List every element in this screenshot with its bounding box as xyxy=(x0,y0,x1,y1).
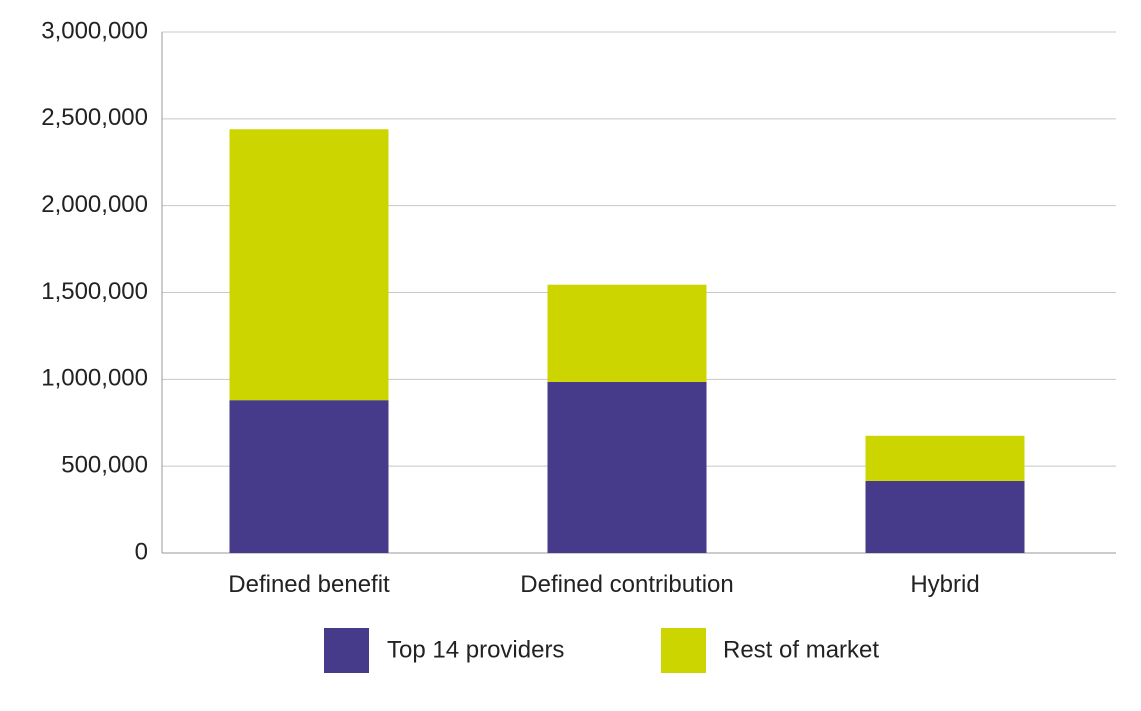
legend-swatch xyxy=(661,628,706,673)
bar-segment-top-14-providers xyxy=(547,381,707,553)
bars xyxy=(229,129,1025,553)
legend: Top 14 providers Rest of market xyxy=(324,628,879,673)
y-tick-label: 1,000,000 xyxy=(41,365,148,392)
legend-label: Rest of market xyxy=(723,636,879,663)
x-category-label: Defined contribution xyxy=(520,571,733,598)
x-category-label: Hybrid xyxy=(910,571,979,598)
y-tick-label: 1,500,000 xyxy=(41,278,148,305)
legend-label: Top 14 providers xyxy=(387,636,564,663)
bar-segment-top-14-providers xyxy=(229,400,389,553)
y-tick-label: 2,000,000 xyxy=(41,191,148,218)
y-tick-label: 0 xyxy=(135,538,148,565)
x-category-labels: Defined benefit Defined contribution Hybri… xyxy=(228,571,979,598)
bar-segment-top-14-providers xyxy=(865,480,1025,553)
bar-segment-rest-of-market xyxy=(865,435,1025,481)
y-tick-labels: 0 500,000 1,000,000 1,500,000 2,000,000 2,500… xyxy=(41,17,148,565)
y-tick-label: 2,500,000 xyxy=(41,104,148,131)
x-category-label: Defined benefit xyxy=(228,571,390,598)
y-tick-label: 3,000,000 xyxy=(41,17,148,44)
legend-swatch xyxy=(324,628,369,673)
bar-segment-rest-of-market xyxy=(229,129,389,401)
bar-segment-rest-of-market xyxy=(547,284,707,382)
y-tick-label: 500,000 xyxy=(61,452,148,479)
